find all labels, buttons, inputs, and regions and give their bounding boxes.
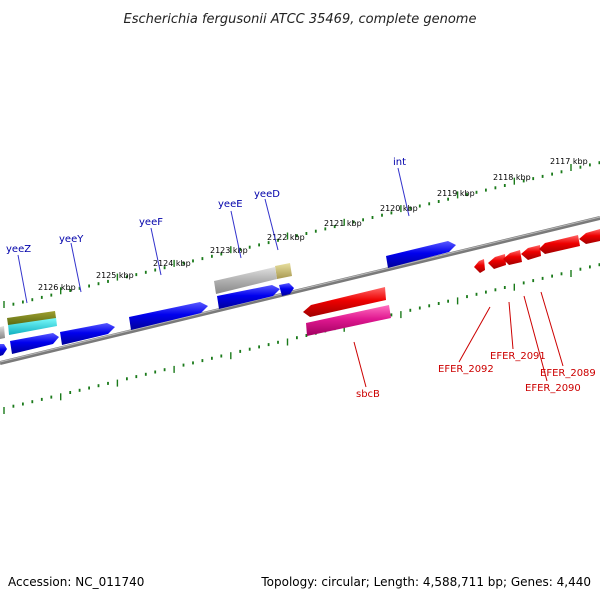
gene-int[interactable] xyxy=(386,241,456,268)
gene-label-EFER_2092: EFER_2092 xyxy=(438,364,494,375)
gene-EFER_2090[interactable] xyxy=(503,250,522,265)
gene-yeeZ[interactable] xyxy=(10,333,59,354)
gene-label-EFER_2089: EFER_2089 xyxy=(540,368,596,379)
gene-EFER_2092[interactable] xyxy=(474,259,485,273)
genome-backbone xyxy=(0,216,600,365)
ruler-label: 2123 kbp xyxy=(210,246,248,255)
gene-label-yeeZ: yeeZ xyxy=(6,244,31,255)
map-title: Escherichia fergusonii ATCC 35469, compl… xyxy=(124,12,477,27)
gene-yeeZ-cyan[interactable] xyxy=(8,317,57,335)
ruler-label: 2125 kbp xyxy=(96,271,134,280)
gene-yeeF[interactable] xyxy=(129,302,208,330)
gene-yeeD[interactable] xyxy=(279,283,294,296)
gene-EFER_2091[interactable] xyxy=(488,254,506,269)
ruler-label: 2121 kbp xyxy=(324,219,362,228)
gene-label-yeeY: yeeY xyxy=(59,234,84,245)
gene-label-sbcB: sbcB xyxy=(356,389,380,400)
forward-genes xyxy=(0,241,456,356)
gene-sbcB-pink[interactable] xyxy=(306,305,391,336)
gene-EFER_2090b[interactable] xyxy=(521,245,541,260)
gene-label-EFER_2090: EFER_2090 xyxy=(525,383,581,394)
label-connectors xyxy=(17,167,564,388)
gene-label-int: int xyxy=(393,157,406,168)
gene-label-EFER_2091: EFER_2091 xyxy=(490,351,546,362)
ruler-label: 2122 kbp xyxy=(267,233,305,242)
gene-sbcB[interactable] xyxy=(303,287,386,317)
gene-yeeE-pseudo[interactable] xyxy=(214,267,277,294)
genome-backbone-highlight xyxy=(0,216,600,363)
ruler-label: 2126 kbp xyxy=(38,283,76,292)
gene-left-edge-gray[interactable] xyxy=(0,326,5,339)
reverse-genes xyxy=(303,229,600,336)
ruler-label: 2117 kbp xyxy=(550,157,588,166)
gene-yeeE[interactable] xyxy=(217,285,280,309)
ruler-label: 2118 kbp xyxy=(493,173,531,182)
gene-left-edge[interactable] xyxy=(0,344,7,356)
accession-text: Accession: NC_011740 xyxy=(8,575,144,589)
gene-EFER_2089[interactable] xyxy=(539,235,580,254)
gene-label-yeeE: yeeE xyxy=(218,199,243,210)
gene-yeeY[interactable] xyxy=(60,323,115,345)
gene-yeeZ-olive[interactable] xyxy=(7,311,56,325)
gene-right-edge[interactable] xyxy=(579,229,600,244)
gene-yeeD-pseudo[interactable] xyxy=(275,263,292,279)
ruler-label: 2120 kbp xyxy=(380,204,418,213)
ruler-labels: 2117 kbp 2118 kbp 2119 kbp 2120 kbp 2121… xyxy=(38,157,588,292)
ruler-label: 2124 kbp xyxy=(153,259,191,268)
topology-text: Topology: circular; Length: 4,588,711 bp… xyxy=(260,575,591,589)
gene-label-yeeD: yeeD xyxy=(254,189,280,200)
gene-label-yeeF: yeeF xyxy=(139,217,163,228)
ruler-label: 2119 kbp xyxy=(437,189,475,198)
upper-tick-row xyxy=(3,161,600,308)
